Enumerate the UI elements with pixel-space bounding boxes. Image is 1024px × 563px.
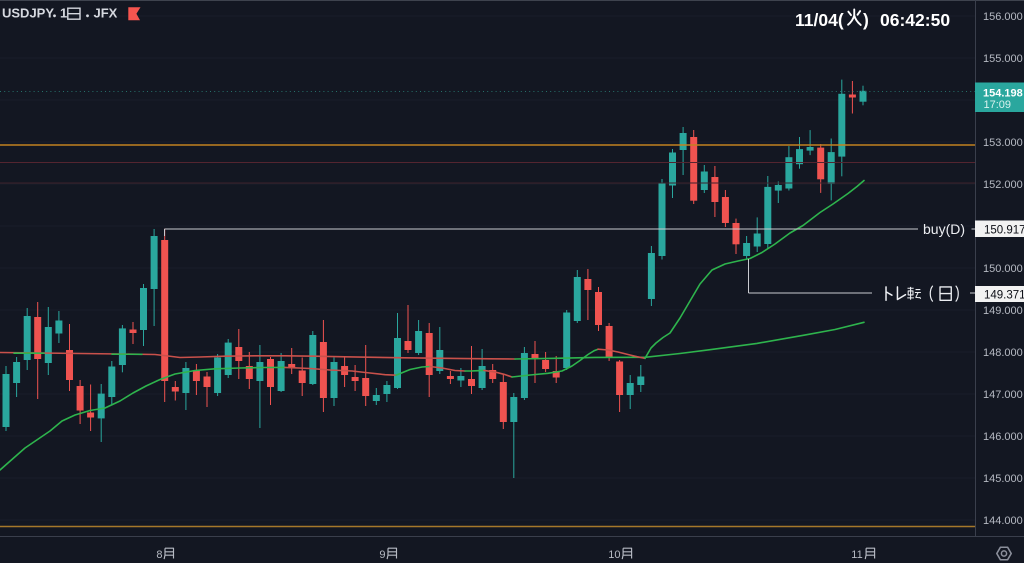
svg-text:150.917: 150.917 bbox=[984, 224, 1024, 236]
svg-text:1: 1 bbox=[60, 6, 67, 21]
svg-text:156.000: 156.000 bbox=[983, 11, 1023, 23]
svg-text:147.000: 147.000 bbox=[983, 389, 1023, 401]
svg-text:JFX: JFX bbox=[94, 6, 118, 21]
svg-text:144.000: 144.000 bbox=[983, 515, 1023, 527]
svg-text:149.000: 149.000 bbox=[983, 305, 1023, 317]
svg-text:154.198: 154.198 bbox=[983, 88, 1023, 100]
svg-text:145.000: 145.000 bbox=[983, 473, 1023, 485]
svg-text:11: 11 bbox=[851, 549, 862, 561]
svg-text:153.000: 153.000 bbox=[983, 137, 1023, 149]
svg-text:146.000: 146.000 bbox=[983, 431, 1023, 443]
svg-text:06:42:50: 06:42:50 bbox=[880, 10, 950, 30]
svg-text:149.371: 149.371 bbox=[984, 289, 1024, 301]
svg-text:10: 10 bbox=[608, 549, 620, 561]
svg-text:17:09: 17:09 bbox=[984, 99, 1012, 111]
svg-text:152.000: 152.000 bbox=[983, 179, 1023, 191]
svg-text:USDJPY: USDJPY bbox=[2, 6, 54, 21]
svg-text:buy(D): buy(D) bbox=[923, 221, 965, 237]
svg-text:): ) bbox=[863, 10, 869, 30]
svg-text:11/04(: 11/04( bbox=[795, 10, 844, 30]
svg-text:150.000: 150.000 bbox=[983, 263, 1023, 275]
svg-text:9: 9 bbox=[379, 549, 385, 561]
svg-text:155.000: 155.000 bbox=[983, 53, 1023, 65]
svg-text:8: 8 bbox=[156, 549, 162, 561]
svg-text:148.000: 148.000 bbox=[983, 347, 1023, 359]
